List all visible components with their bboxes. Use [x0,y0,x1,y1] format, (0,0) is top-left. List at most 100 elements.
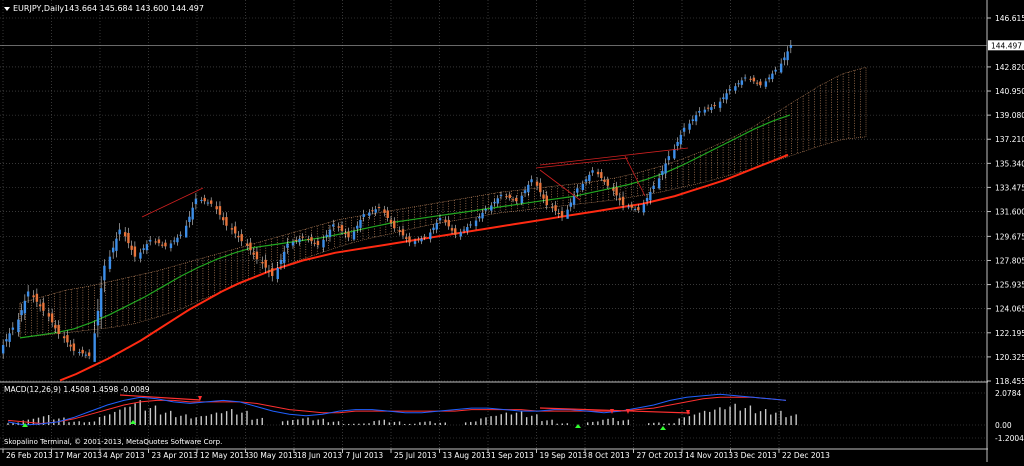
candle-body [35,293,39,302]
candle-body [420,238,423,242]
candle-body [484,208,487,211]
price-tick-label: 131.600 [995,208,1024,217]
candle-body [652,185,655,190]
candle-body [734,86,737,91]
candle-body [108,256,112,269]
candle-body [93,333,96,362]
candle-body [438,217,442,221]
candle-body [606,179,610,186]
candle-body [737,83,740,85]
candle-body [759,81,762,86]
date-tick-label: 13 Aug 2013 [443,451,491,460]
sell-arrow-icon [626,409,630,414]
symbol-dropdown-icon[interactable] [4,7,10,11]
macd-divergence-line [119,394,201,401]
candle-body [23,300,27,314]
candle-body [657,178,661,189]
candle-body [325,234,328,237]
candle-body [462,229,466,231]
candle-body [600,172,603,179]
candle-body [752,77,756,82]
candle-body [362,214,365,218]
candle-body [172,240,176,242]
candle-body [673,149,676,159]
date-tick-label: 3 Dec 2013 [734,451,777,460]
candle-body [11,327,15,330]
candle-body [530,179,533,183]
candle-body [96,310,100,326]
candle-body [246,243,249,246]
candle-body [206,202,210,204]
macd-label: MACD(12,26,9) 1.4508 1.4598 -0.0089 [4,385,150,394]
candle-body [194,198,198,204]
macd-signal-line [7,396,787,425]
candle-body [352,231,356,240]
candle-body [490,205,493,211]
candle-body [511,199,515,201]
candle-body [596,171,600,175]
candle-body [496,198,499,204]
candle-body [698,111,701,113]
macd-tick-label: -1.2004 [995,434,1024,443]
candle-body [718,101,722,108]
candle-body [283,251,286,263]
candle-body [230,228,234,230]
price-tick-label: 120.325 [995,353,1024,362]
candle-body [261,261,264,264]
candle-body [447,219,450,227]
candle-body [221,217,225,221]
price-tick-label: 137.210 [995,135,1024,144]
grid [0,0,987,449]
candle-body [42,302,45,311]
candle-body [767,77,771,80]
candle-body [649,191,652,201]
candle-body [301,236,304,238]
candle-body [688,123,691,130]
candle-body [481,212,484,219]
candle-body [393,220,396,229]
trend-line [539,147,689,166]
candle-body [539,182,542,193]
candle-body [8,333,11,342]
candle-body [139,252,142,259]
candle-body [505,196,508,198]
candle-body [99,288,103,317]
candles[interactable] [1,40,793,362]
candle-body [627,206,630,208]
candle-body [633,208,637,210]
candle-body [588,174,591,181]
candle-body [160,244,164,246]
candle-body [459,232,462,237]
candle-body [584,179,588,182]
candle-body [154,241,157,243]
copyright-text: Skopalino Terminal, © 2001-2013, MetaQuo… [4,438,222,446]
candle-body [157,239,161,244]
candle-body [545,195,548,206]
candle-body [54,324,57,329]
candle-body [313,242,316,244]
candle-body [118,229,121,235]
candle-body [81,349,84,354]
buy-arrow-icon [660,426,666,430]
candle-body [203,197,206,202]
candle-body [450,228,454,231]
candle-body [466,227,469,232]
candle-body [478,216,481,219]
date-tick-label: 1 Sep 2013 [491,451,534,460]
price-tick-label: 142.820 [995,63,1024,72]
candle-body [618,198,622,201]
price-tick-label: 127.805 [995,256,1024,265]
candle-body [111,247,115,253]
buy-arrow-icon [130,420,136,424]
macd-tick-label: 0.00 [995,421,1012,430]
candle-body [38,304,42,307]
candle-body [115,238,118,251]
candle-body [184,225,188,238]
candle-body [291,242,295,246]
candle-body [527,184,530,193]
candle-body [295,239,298,241]
candle-body [47,313,51,317]
last-price-label: 144.497 [991,41,1022,50]
